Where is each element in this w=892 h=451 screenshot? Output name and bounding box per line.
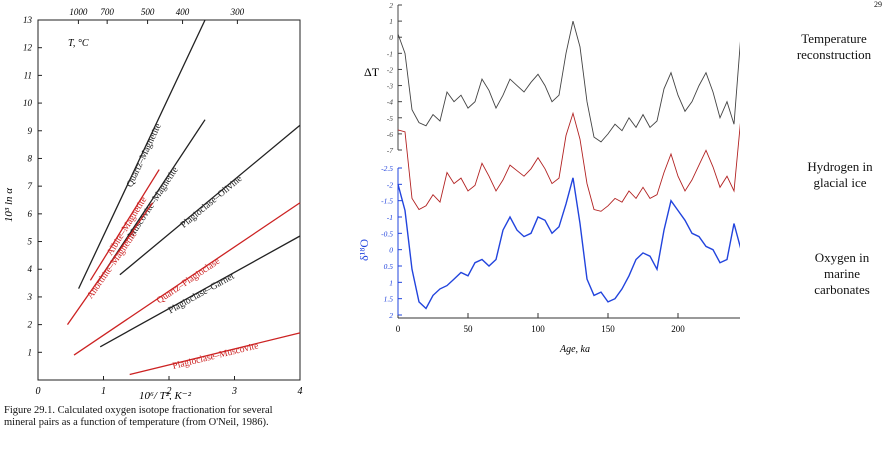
left-x-tick-label: 0 [36, 386, 41, 397]
page-number: 29 [874, 0, 882, 9]
left-x-tick-label: 4 [298, 386, 303, 397]
left-y-tick-label: 10 [23, 98, 33, 108]
paleoclimate-chart: 050100150200250210-1-2-3-4-5-6-7-410-420… [360, 1, 740, 355]
temperature-unit-annotation: T, °C [68, 38, 89, 49]
fractionation-line [66, 202, 154, 325]
left-y-tick-label: 3 [27, 292, 33, 302]
right-y-tick-label: 0 [389, 246, 393, 255]
left-top-tick-label: 1000 [69, 7, 88, 17]
left-y-tick-label: 4 [28, 264, 33, 274]
left-top-tick-label: 700 [100, 7, 114, 17]
left-plot-frame [37, 19, 301, 381]
right-x-axis-label: Age, ka [559, 344, 590, 355]
delta-o18-axis-label: δ¹⁸O [360, 239, 371, 261]
right-y-tick-label: -1 [387, 213, 393, 222]
right-y-tick-label: -1.5 [381, 197, 393, 206]
right-x-tick-label: 100 [531, 324, 545, 334]
left-top-tick-label: 400 [176, 7, 190, 17]
right-y-tick-label: -5 [387, 114, 393, 123]
left-x-tick-label: 2 [167, 386, 172, 397]
right-y-tick-label: -0.5 [381, 229, 393, 238]
fractionation-line [99, 235, 301, 348]
right-y-tick-label: -3 [387, 82, 393, 91]
right-y-tick-label: 1 [389, 278, 393, 287]
right-y-tick-label: -2 [387, 180, 393, 189]
fractionation-line-label: Plagioclase–Olivine [179, 174, 244, 231]
proxy-series-line [397, 177, 740, 310]
left-series-lines: Quartz–MagnetiteAlbite–MagnetiteMuscovit… [66, 19, 301, 376]
left-y-tick-label: 1 [28, 347, 33, 357]
oxygen-label: Oxygen in marine carbonates [814, 250, 870, 297]
left-y-tick-label: 9 [28, 126, 33, 136]
right-x-tick-label: 50 [464, 324, 474, 334]
left-top-tick-label: 500 [141, 7, 155, 17]
right-y-tick-label: -7 [387, 146, 393, 155]
fractionation-chart: 10³ ln α 10⁶/ T², K⁻² T, °C 0 1 2 3 41234567… [3, 7, 303, 400]
right-y-tick-label: -2.5 [381, 164, 393, 173]
left-y-tick-label: 5 [28, 237, 33, 247]
right-y-tick-label: -4 [387, 98, 393, 107]
left-y-tick-label: 13 [23, 15, 33, 25]
right-series-lines [397, 20, 740, 310]
right-x-tick-label: 200 [671, 324, 685, 334]
left-y-tick-label: 7 [28, 181, 33, 191]
right-y-tick-label: 1.5 [384, 295, 394, 304]
left-y-tick-label: 12 [23, 43, 33, 53]
right-y-tick-label: 1 [389, 17, 393, 26]
left-y-tick-label: 11 [24, 70, 32, 80]
hydrogen-label: Hydrogen in glacial ice [807, 159, 873, 190]
fractionation-line [119, 124, 301, 276]
right-y-tick-label: 0.5 [384, 262, 394, 271]
fractionation-line [89, 169, 160, 281]
fractionation-line [78, 19, 206, 289]
left-x-tick-label: 3 [231, 386, 237, 397]
left-y-tick-label: 2 [28, 320, 33, 330]
right-x-tick-label: 150 [601, 324, 615, 334]
right-y-tick-label: -6 [387, 130, 393, 139]
left-y-tick-label: 8 [28, 153, 33, 163]
left-top-tick-label: 300 [230, 7, 245, 17]
left-x-axis-label: 10⁶/ T², K⁻² [139, 390, 192, 400]
fractionation-line [73, 202, 301, 356]
right-y-tick-label: 2 [389, 1, 393, 10]
delta-t-axis-label: ΔT [364, 65, 380, 79]
right-y-tick-label: -1 [387, 49, 393, 58]
right-y-tick-label: -2 [387, 65, 393, 74]
right-x-tick-label: 0 [396, 324, 401, 334]
figure-caption: Figure 29.1. Calculated oxygen isotope f… [4, 405, 273, 428]
temperature-label: Temperature reconstruction [796, 31, 872, 62]
right-y-tick-label: 0 [389, 33, 393, 42]
fractionation-line [129, 332, 301, 376]
fractionation-line-label: Plagioclase–Muscovite [172, 341, 260, 372]
left-x-tick-label: 1 [101, 386, 106, 397]
right-y-tick-label: 2 [389, 311, 393, 320]
fractionation-line-label: Quartz–Magnetite [125, 122, 163, 189]
right-axes: 050100150200250210-1-2-3-4-5-6-7-410-420… [381, 1, 740, 334]
proxy-series-line [397, 111, 740, 212]
left-y-axis-label: 10³ ln α [3, 188, 15, 222]
left-y-tick-label: 6 [28, 209, 33, 219]
proxy-series-line [397, 20, 740, 143]
